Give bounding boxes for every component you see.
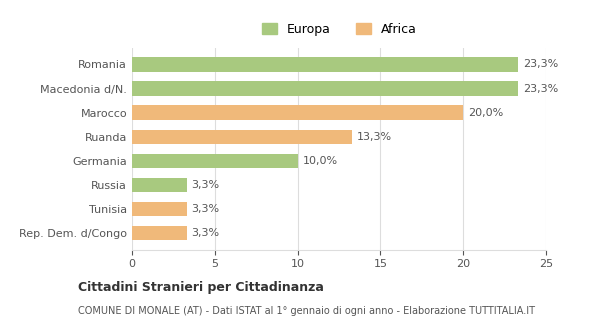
Bar (132, 105, 463, 120)
Text: 23,3%: 23,3% (523, 60, 558, 69)
Text: 20,0%: 20,0% (468, 108, 503, 118)
Text: 3,3%: 3,3% (191, 180, 220, 190)
Bar (132, 178, 187, 192)
Bar (132, 130, 352, 144)
Text: Cittadini Stranieri per Cittadinanza: Cittadini Stranieri per Cittadinanza (78, 281, 324, 294)
Text: 3,3%: 3,3% (191, 204, 220, 214)
Text: COMUNE DI MONALE (AT) - Dati ISTAT al 1° gennaio di ogni anno - Elaborazione TUT: COMUNE DI MONALE (AT) - Dati ISTAT al 1°… (78, 306, 535, 316)
Text: 3,3%: 3,3% (191, 228, 220, 238)
Bar (132, 202, 187, 216)
Bar (132, 81, 518, 96)
Bar (132, 226, 187, 240)
Bar (132, 57, 518, 72)
Bar (132, 154, 298, 168)
Text: 23,3%: 23,3% (523, 84, 558, 93)
Text: 10,0%: 10,0% (302, 156, 338, 166)
Legend: Europa, Africa: Europa, Africa (257, 18, 421, 41)
Text: 13,3%: 13,3% (357, 132, 392, 142)
